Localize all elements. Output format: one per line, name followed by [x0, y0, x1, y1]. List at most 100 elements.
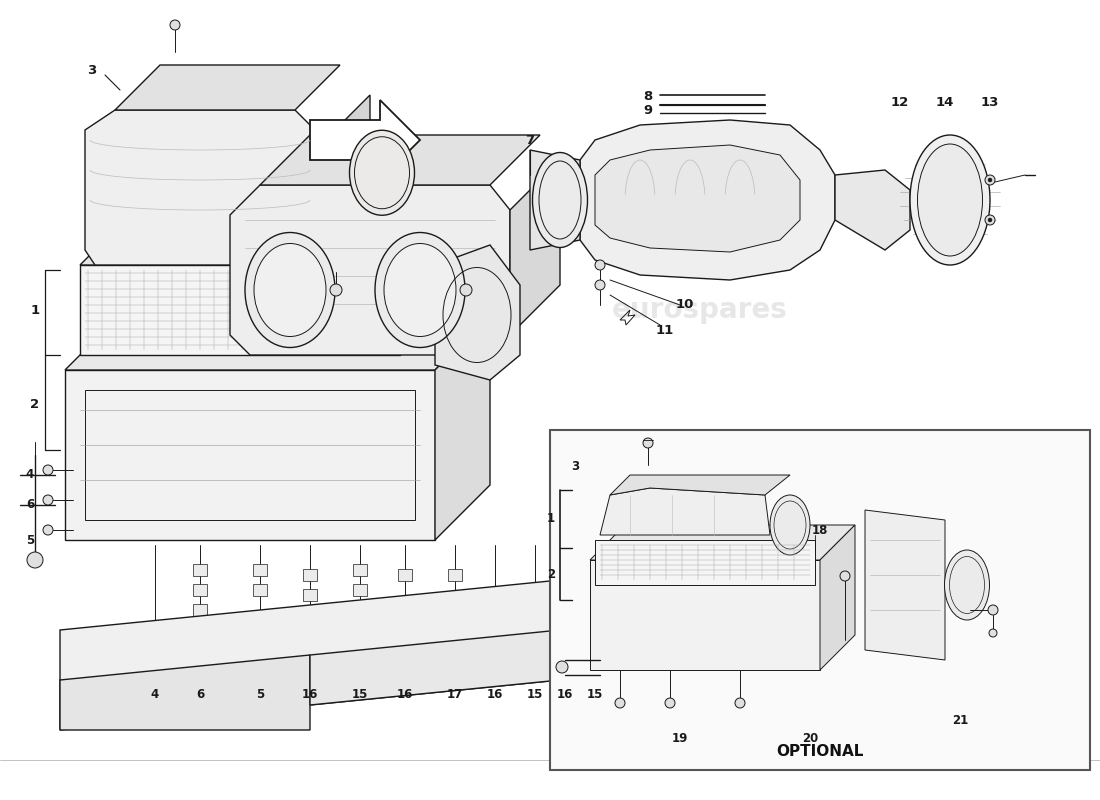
Ellipse shape — [770, 495, 810, 555]
Ellipse shape — [245, 233, 336, 347]
Text: 6: 6 — [26, 498, 34, 511]
Polygon shape — [400, 230, 434, 355]
Polygon shape — [192, 604, 207, 616]
Text: 15: 15 — [352, 689, 368, 702]
Text: 1: 1 — [547, 513, 556, 526]
Polygon shape — [260, 135, 540, 185]
Ellipse shape — [375, 233, 465, 347]
Circle shape — [988, 178, 992, 182]
Text: 13: 13 — [981, 95, 999, 109]
Circle shape — [43, 525, 53, 535]
Circle shape — [984, 175, 996, 185]
Polygon shape — [590, 560, 820, 670]
Text: eurospares: eurospares — [332, 296, 508, 324]
Circle shape — [988, 605, 998, 615]
Text: 1: 1 — [31, 303, 40, 317]
Polygon shape — [398, 569, 412, 581]
Text: 16: 16 — [557, 689, 573, 702]
Polygon shape — [180, 323, 190, 333]
Circle shape — [984, 215, 996, 225]
Polygon shape — [324, 95, 370, 255]
Text: 15: 15 — [586, 689, 603, 702]
Polygon shape — [580, 120, 835, 280]
Text: 2: 2 — [547, 567, 556, 581]
Text: 3: 3 — [87, 63, 97, 77]
Text: eurospares: eurospares — [112, 296, 288, 324]
Polygon shape — [60, 580, 560, 730]
Polygon shape — [85, 110, 324, 265]
Polygon shape — [360, 323, 370, 333]
Text: 21: 21 — [952, 714, 968, 726]
Text: 16: 16 — [397, 689, 414, 702]
Polygon shape — [590, 525, 855, 560]
Polygon shape — [116, 65, 340, 110]
Polygon shape — [240, 323, 250, 333]
Circle shape — [170, 20, 180, 30]
Text: 18: 18 — [812, 523, 828, 537]
Text: 19: 19 — [672, 731, 689, 745]
Circle shape — [330, 284, 342, 296]
Polygon shape — [310, 630, 560, 705]
Text: 5: 5 — [26, 534, 34, 546]
Text: eurospares: eurospares — [662, 576, 838, 604]
Text: 4: 4 — [151, 689, 160, 702]
Polygon shape — [65, 370, 434, 540]
Text: 12: 12 — [891, 95, 909, 109]
FancyBboxPatch shape — [550, 430, 1090, 770]
Polygon shape — [80, 265, 400, 355]
Polygon shape — [253, 584, 267, 596]
Circle shape — [735, 698, 745, 708]
Text: eurospares: eurospares — [612, 296, 788, 324]
Text: 15: 15 — [527, 689, 543, 702]
Circle shape — [460, 284, 472, 296]
Polygon shape — [510, 160, 560, 335]
Polygon shape — [595, 540, 815, 585]
Polygon shape — [253, 564, 267, 576]
Ellipse shape — [532, 153, 587, 247]
Circle shape — [28, 552, 43, 568]
Text: 9: 9 — [644, 103, 652, 117]
Text: 5: 5 — [256, 689, 264, 702]
Circle shape — [595, 280, 605, 290]
Circle shape — [840, 571, 850, 581]
Text: OPTIONAL: OPTIONAL — [777, 745, 864, 759]
Text: 14: 14 — [936, 95, 954, 109]
Polygon shape — [835, 170, 910, 250]
Text: 2: 2 — [31, 398, 40, 411]
Ellipse shape — [384, 243, 456, 337]
Text: 16: 16 — [301, 689, 318, 702]
Circle shape — [615, 698, 625, 708]
Polygon shape — [434, 315, 490, 540]
Polygon shape — [530, 150, 580, 250]
Polygon shape — [302, 589, 317, 601]
Circle shape — [43, 465, 53, 475]
Polygon shape — [65, 315, 490, 370]
Ellipse shape — [350, 130, 415, 215]
Polygon shape — [595, 145, 800, 252]
Text: 3: 3 — [571, 461, 579, 474]
Text: 6: 6 — [196, 689, 205, 702]
Circle shape — [666, 698, 675, 708]
Text: 11: 11 — [656, 323, 674, 337]
Polygon shape — [353, 584, 367, 596]
Polygon shape — [60, 655, 310, 730]
Circle shape — [989, 629, 997, 637]
Text: 16: 16 — [487, 689, 503, 702]
Ellipse shape — [254, 243, 326, 337]
Ellipse shape — [910, 135, 990, 265]
Polygon shape — [300, 323, 310, 333]
Ellipse shape — [917, 144, 982, 256]
Ellipse shape — [945, 550, 990, 620]
Polygon shape — [600, 488, 770, 535]
Circle shape — [43, 495, 53, 505]
Text: 17: 17 — [447, 689, 463, 702]
Polygon shape — [865, 510, 945, 660]
Polygon shape — [192, 564, 207, 576]
Circle shape — [988, 218, 992, 222]
Polygon shape — [434, 245, 520, 380]
Polygon shape — [310, 100, 420, 180]
Circle shape — [595, 260, 605, 270]
Polygon shape — [192, 584, 207, 596]
Circle shape — [644, 438, 653, 448]
Text: 8: 8 — [644, 90, 652, 103]
